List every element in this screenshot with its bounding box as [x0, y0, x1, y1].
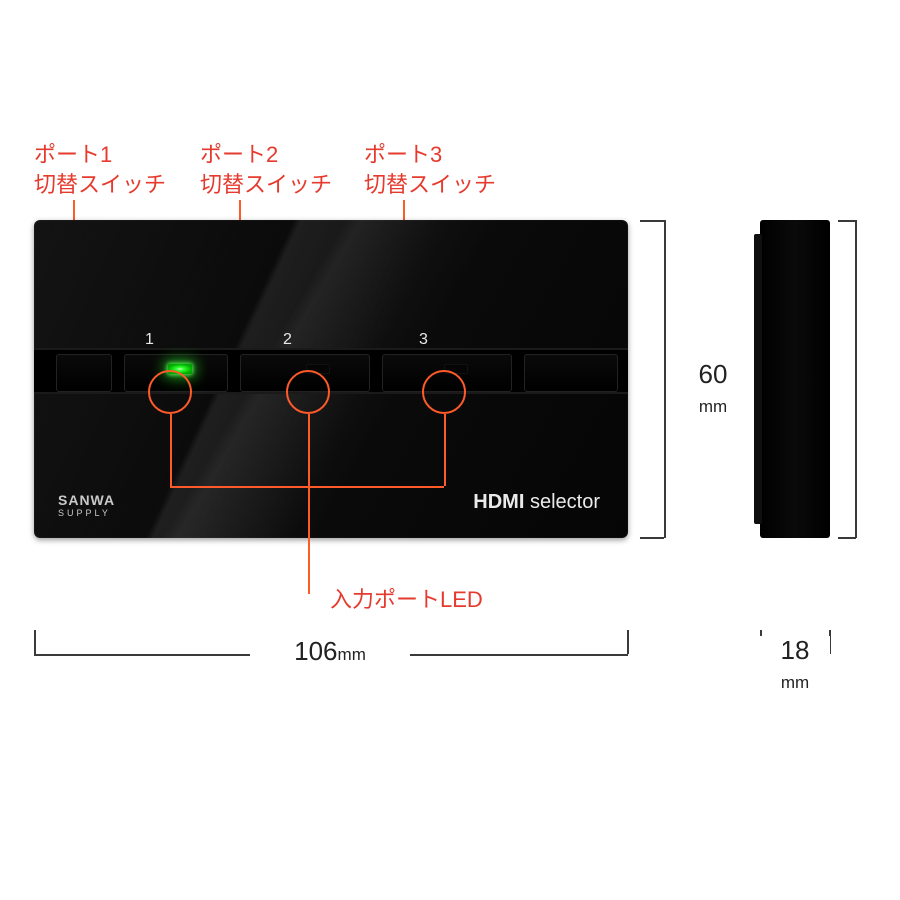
dim-height-cap-b [640, 537, 664, 539]
label-port3: ポート3 切替スイッチ [364, 140, 496, 199]
dim-width-unit: mm [338, 645, 366, 664]
dim-width: 106mm [250, 636, 410, 667]
button-segment-left [56, 354, 112, 392]
product-label-bold: HDMI [473, 491, 524, 513]
dim-width-cap-r [627, 630, 629, 654]
button-strip: 1 2 3 [34, 348, 628, 394]
dim-depth-val: 18 [781, 635, 810, 665]
button-segment-right [524, 354, 618, 392]
port1-number: 1 [145, 331, 154, 349]
brand-bottom: SUPPLY [58, 508, 115, 518]
product-label: HDMI selector [473, 491, 600, 514]
callout-circle-3 [422, 370, 466, 414]
label-input-led: 入力ポートLED [330, 582, 483, 614]
dim-height-cap-t [640, 220, 664, 222]
leader-led-2 [308, 414, 310, 594]
callout-circle-2 [286, 370, 330, 414]
device-front: 1 2 3 SANWA SUPPLY HDMI selector [34, 220, 628, 538]
diagram-stage: ポート1 切替スイッチ ポート2 切替スイッチ ポート3 切替スイッチ 1 2 … [0, 0, 900, 900]
brand-top: SANWA [58, 492, 115, 508]
product-label-rest: selector [524, 491, 600, 513]
brand-logo: SANWA SUPPLY [58, 492, 115, 518]
dim-side-cap-b [838, 537, 856, 539]
dim-side-cap-t [838, 220, 856, 222]
label-port2: ポート2 切替スイッチ [200, 140, 332, 199]
dim-width-val: 106 [294, 636, 337, 666]
dim-height-unit: mm [699, 397, 727, 416]
dim-height-val: 60 [699, 359, 728, 389]
port2-number: 2 [283, 331, 292, 349]
leader-led-3 [444, 414, 446, 486]
dim-height-line [664, 220, 666, 538]
dim-width-cap-l [34, 630, 36, 654]
label-port1: ポート1 切替スイッチ [34, 140, 166, 199]
callout-circle-1 [148, 370, 192, 414]
dim-height: 60 mm [678, 360, 748, 417]
dim-depth: 18 mm [760, 636, 830, 693]
device-side [760, 220, 830, 538]
leader-led-3h [308, 486, 444, 488]
leader-led-1h [170, 486, 308, 488]
dim-depth-unit: mm [781, 673, 809, 692]
leader-led-1 [170, 414, 172, 486]
dim-side-line [855, 220, 857, 538]
port3-number: 3 [419, 331, 428, 349]
